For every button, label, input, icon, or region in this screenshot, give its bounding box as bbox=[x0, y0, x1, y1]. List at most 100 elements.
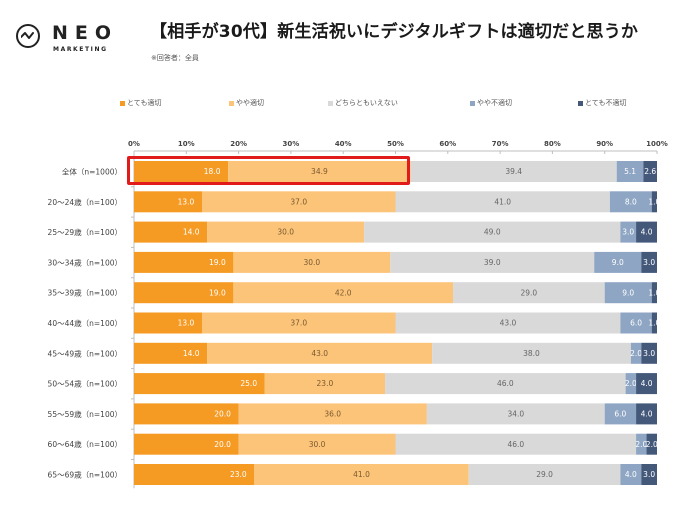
bar-segment bbox=[604, 282, 652, 304]
bar-segment bbox=[134, 403, 239, 425]
data-label: 4.0 bbox=[641, 379, 653, 388]
bar-segment bbox=[432, 342, 631, 364]
bar-segment bbox=[641, 464, 657, 485]
data-label: 9.0 bbox=[622, 288, 634, 297]
data-label: 20.0 bbox=[214, 440, 231, 449]
bar-segment bbox=[453, 282, 605, 304]
legend-label: やや適切 bbox=[236, 99, 264, 107]
data-label: 29.0 bbox=[536, 470, 553, 479]
x-tick-label: 20% bbox=[230, 140, 247, 148]
bar-segment bbox=[620, 221, 637, 243]
data-label: 1.0 bbox=[648, 319, 660, 328]
category-label: 45～49歳（n=100） bbox=[48, 348, 122, 358]
x-tick-label: 10% bbox=[178, 140, 195, 148]
respondent-note: ※回答者：全員 bbox=[151, 54, 199, 62]
bar-segment bbox=[254, 464, 469, 485]
bar-segment bbox=[201, 191, 396, 213]
data-label: 2.0 bbox=[646, 440, 658, 449]
data-label: 41.0 bbox=[353, 470, 370, 479]
bar-segment bbox=[651, 191, 657, 213]
x-tick-label: 0% bbox=[128, 140, 140, 148]
data-label: 39.4 bbox=[505, 167, 522, 176]
x-tick-label: 40% bbox=[335, 140, 352, 148]
data-label: 14.0 bbox=[183, 349, 200, 358]
category-label: 20～24歳（n=100） bbox=[48, 197, 122, 207]
bar-segment bbox=[636, 433, 647, 455]
category-label: 25～29歳（n=100） bbox=[48, 227, 122, 237]
data-label: 25.0 bbox=[240, 379, 257, 388]
data-label: 30.0 bbox=[277, 228, 294, 237]
data-label: 23.0 bbox=[230, 470, 247, 479]
category-label: 55～59歳（n=100） bbox=[48, 409, 122, 419]
data-label: 34.0 bbox=[507, 410, 524, 419]
legend-label: とても適切 bbox=[127, 99, 162, 107]
bar-segment bbox=[636, 373, 657, 395]
category-label: 60～64歳（n=100） bbox=[48, 439, 122, 449]
bar-segment bbox=[364, 221, 621, 243]
bar-segment bbox=[233, 251, 391, 273]
neo-marketing-logo: NEO MARKETING bbox=[16, 22, 116, 54]
category-label: 30～34歳（n=100） bbox=[48, 257, 122, 267]
bar-segment bbox=[636, 221, 657, 243]
data-label: 4.0 bbox=[641, 410, 653, 419]
x-tick-label: 30% bbox=[283, 140, 300, 148]
data-label: 29.0 bbox=[521, 288, 538, 297]
data-label: 8.0 bbox=[625, 197, 637, 206]
bar-segment bbox=[390, 251, 595, 273]
data-label: 6.0 bbox=[614, 410, 626, 419]
bar-segment bbox=[134, 251, 234, 273]
data-label: 23.0 bbox=[317, 379, 334, 388]
legend-item: とても不適切 bbox=[578, 98, 626, 108]
bar-segment bbox=[646, 433, 657, 455]
legend-swatch bbox=[120, 100, 125, 106]
x-tick-label: 100% bbox=[646, 140, 668, 148]
data-label: 9.0 bbox=[612, 258, 624, 267]
data-label: 2.0 bbox=[635, 440, 647, 449]
data-label: 37.0 bbox=[290, 319, 307, 328]
data-label: 46.0 bbox=[497, 379, 514, 388]
bar-segment bbox=[641, 342, 657, 364]
bar-segment bbox=[636, 403, 657, 425]
category-label: 35～39歳（n=100） bbox=[48, 288, 122, 298]
data-label: 2.0 bbox=[630, 349, 642, 358]
data-label: 49.0 bbox=[484, 228, 501, 237]
data-label: 3.0 bbox=[643, 349, 655, 358]
bar-segment bbox=[201, 312, 396, 334]
data-label: 19.0 bbox=[209, 258, 226, 267]
data-label: 37.0 bbox=[290, 197, 307, 206]
bar-segment bbox=[207, 221, 365, 243]
bar-segment bbox=[395, 191, 610, 213]
data-label: 30.0 bbox=[309, 440, 326, 449]
bar-segment bbox=[134, 464, 255, 485]
legend-item: とても適切 bbox=[120, 98, 161, 108]
data-label: 20.0 bbox=[214, 410, 231, 419]
bar-segment bbox=[468, 464, 621, 485]
bar-segment bbox=[233, 282, 454, 304]
legend-swatch bbox=[578, 100, 583, 106]
bar-segment bbox=[625, 373, 637, 395]
bar-segment bbox=[609, 191, 652, 213]
data-label: 6.0 bbox=[630, 319, 642, 328]
bar-segment bbox=[620, 312, 652, 334]
x-tick-label: 70% bbox=[492, 140, 509, 148]
bar-segment bbox=[238, 433, 396, 455]
data-label: 4.0 bbox=[625, 470, 637, 479]
logo-name: NEO bbox=[52, 22, 119, 44]
legend-item: やや不適切 bbox=[470, 98, 512, 108]
category-label: 40～44歳（n=100） bbox=[48, 318, 122, 328]
bar-segment bbox=[651, 312, 657, 334]
bar-segment bbox=[134, 342, 208, 364]
data-label: 43.0 bbox=[311, 349, 328, 358]
data-label: 3.0 bbox=[643, 258, 655, 267]
data-label: 4.0 bbox=[641, 228, 653, 237]
category-label: 50～54歳（n=100） bbox=[48, 379, 122, 389]
data-label: 2.0 bbox=[625, 379, 637, 388]
bar-segment bbox=[134, 433, 239, 455]
data-label: 39.0 bbox=[484, 258, 501, 267]
bar-segment bbox=[641, 251, 657, 273]
bar-segment bbox=[134, 312, 202, 334]
highlight-box bbox=[127, 156, 410, 185]
data-label: 42.0 bbox=[335, 288, 352, 297]
bar-segment bbox=[238, 403, 427, 425]
